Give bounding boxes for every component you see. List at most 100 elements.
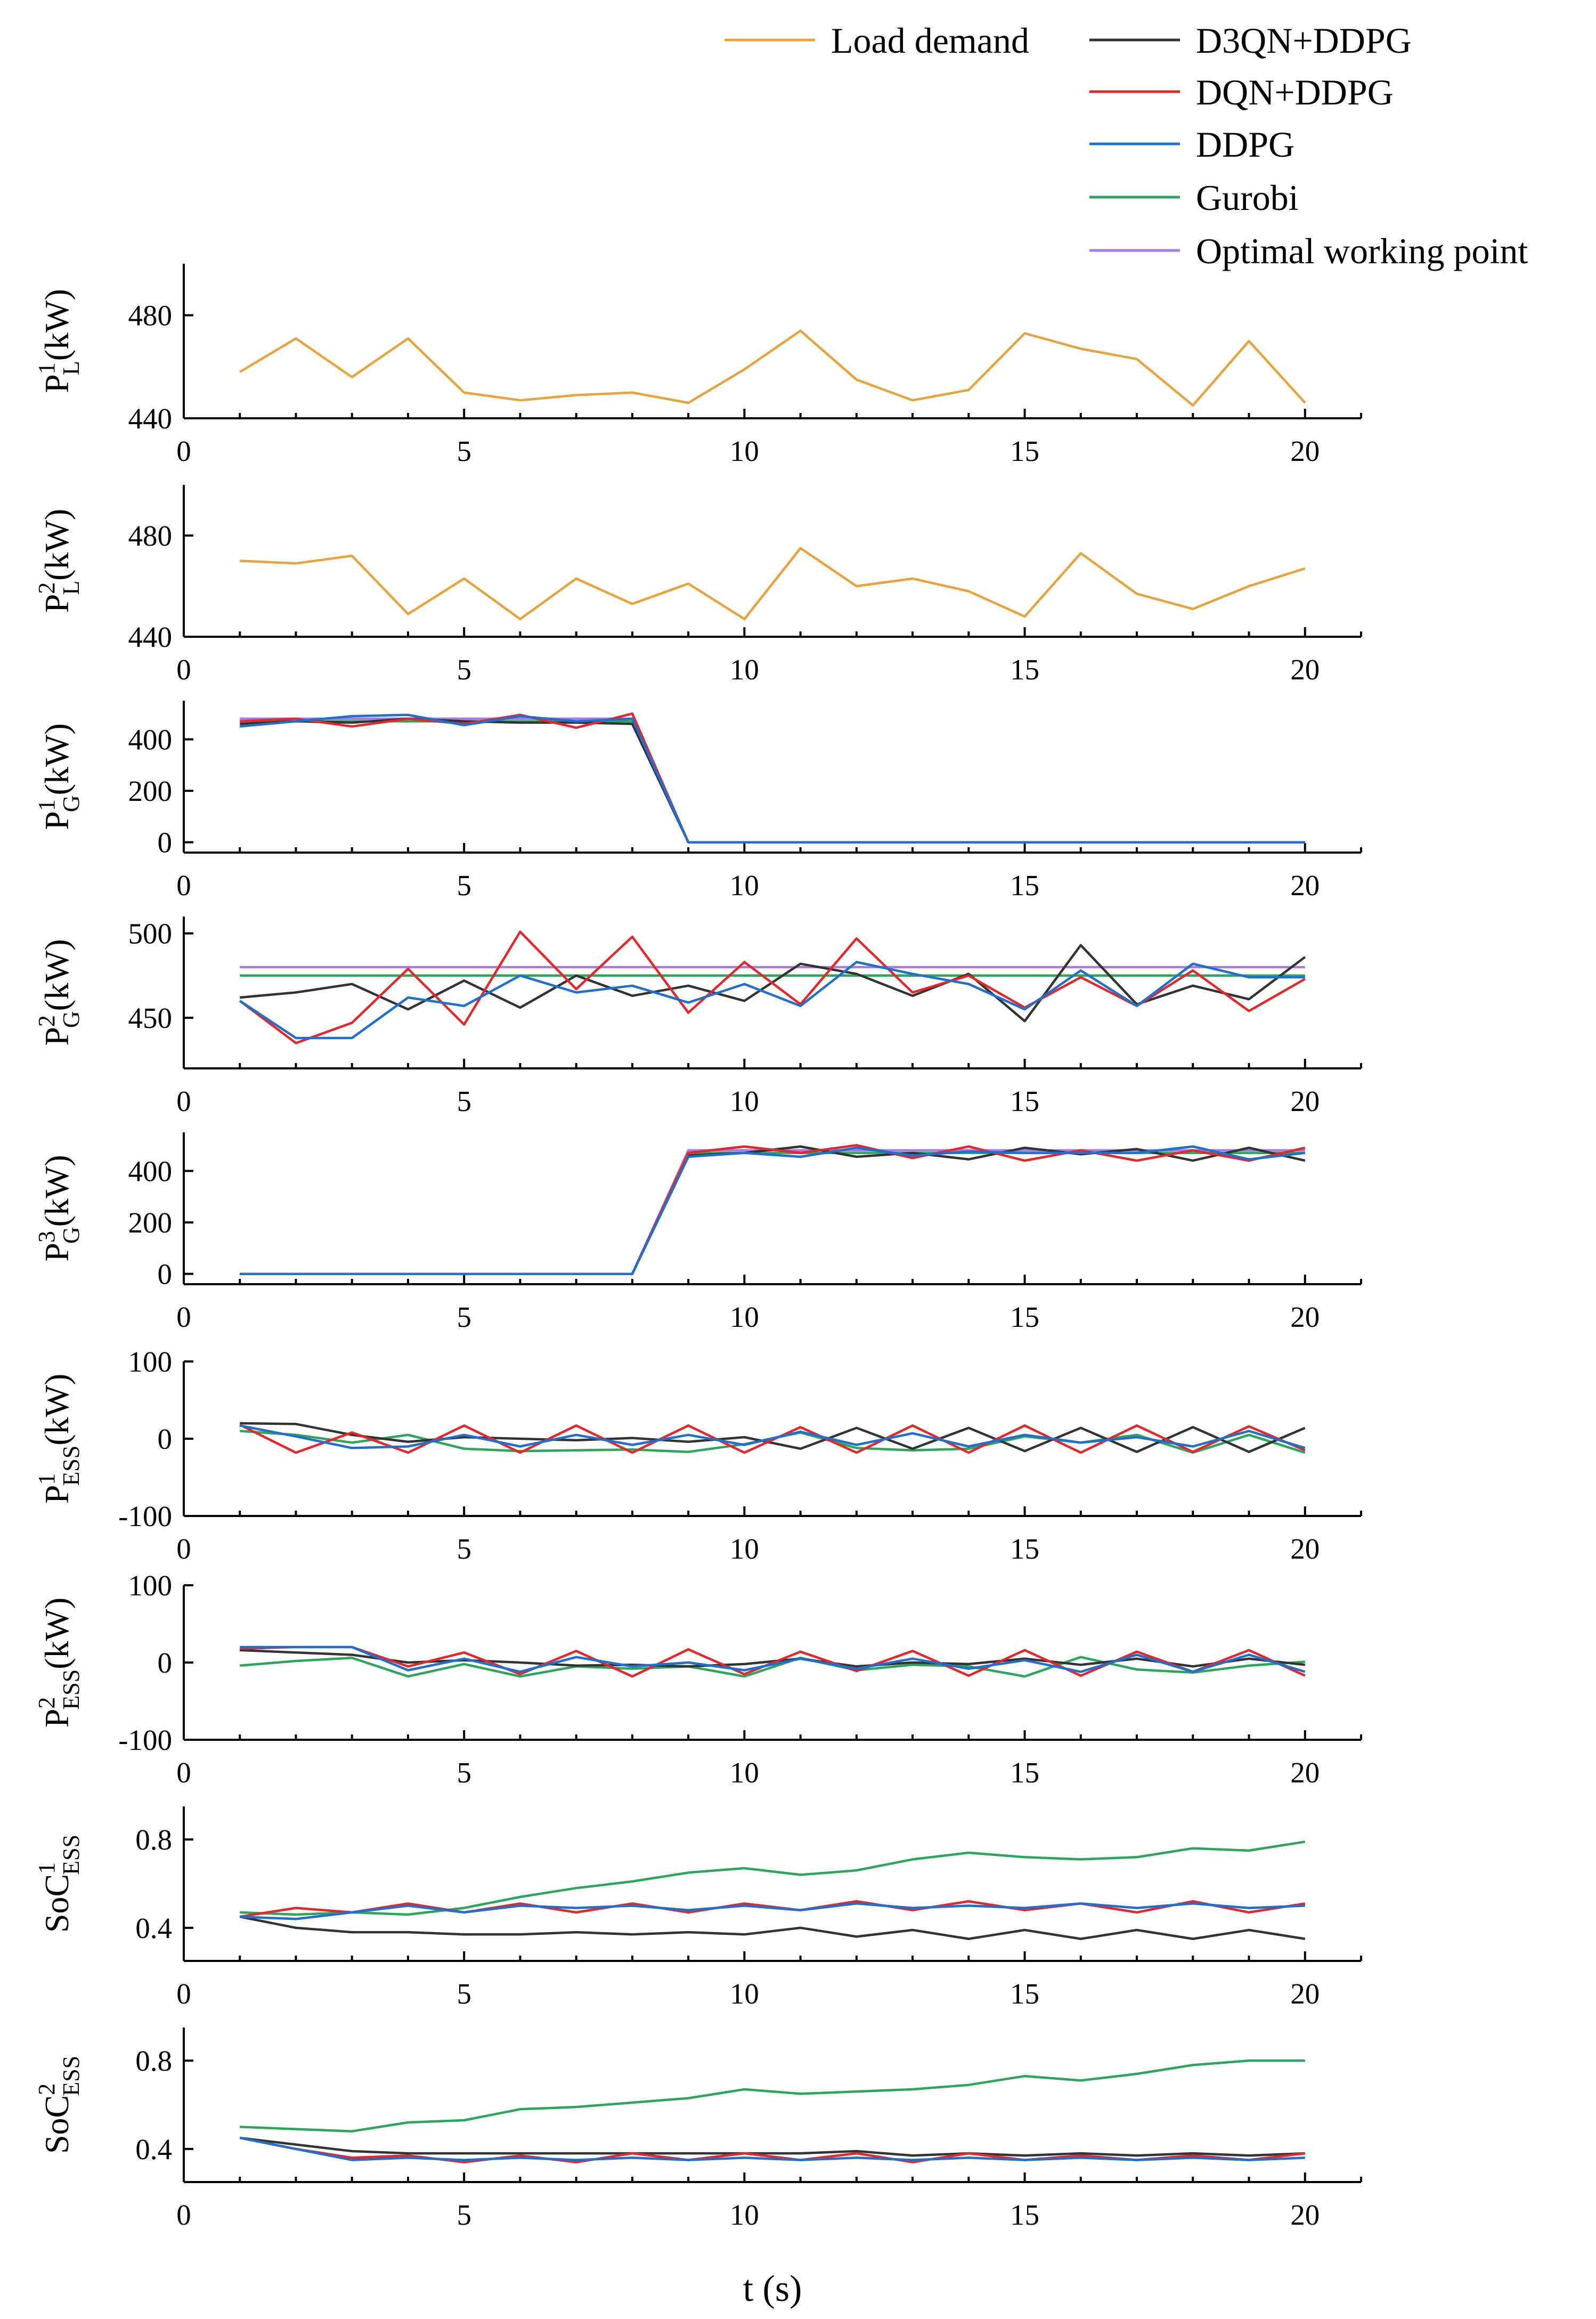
y-tick-label: 0.8	[135, 2045, 172, 2077]
x-tick-label: 10	[730, 1301, 759, 1333]
x-tick-label: 15	[1010, 653, 1039, 686]
y-axis-label: P1G(kW)	[34, 723, 84, 830]
y-tick-label: 200	[128, 1206, 173, 1239]
x-tick-label: 5	[457, 1533, 471, 1565]
y-tick-label: 450	[128, 1002, 173, 1034]
x-tick-label: 15	[1010, 435, 1039, 467]
series-line-d3qn-ddpg	[240, 1145, 1306, 1275]
x-tick-label: 15	[1010, 1533, 1039, 1565]
series-line-dqn-ddpg	[240, 1144, 1306, 1275]
y-tick-label: 440	[128, 621, 173, 653]
series-line-ddpg	[239, 961, 1305, 1040]
legend-item-dqn-ddpg: DQN+DDPG	[1089, 72, 1394, 112]
y-tick-label: 400	[128, 723, 173, 756]
series-line-dqn-ddpg	[240, 1645, 1306, 1678]
x-tick-label: 15	[1010, 1756, 1039, 1789]
series-line-d3qn-ddpg	[240, 1649, 1306, 1668]
y-axis-label: P2G(kW)	[34, 939, 84, 1045]
y-axis-label: P2ESS(kW)	[34, 1598, 84, 1728]
y-tick-label: 0	[158, 1647, 173, 1679]
x-tick-label: 5	[457, 1977, 471, 2010]
y-axis-label: P2L(kW)	[34, 509, 84, 613]
y-tick-label: 100	[128, 1569, 173, 1602]
y-tick-label: 400	[128, 1155, 173, 1187]
x-tick-label: 20	[1290, 653, 1320, 686]
legend-label-load-demand: Load demand	[831, 20, 1029, 61]
y-tick-label: 0.4	[135, 2133, 172, 2166]
series-line-gurobi	[240, 1656, 1305, 1678]
panel-soc2: 0 5 10 15 20 0.4 0.8 SoC2ESS	[34, 2028, 1362, 2231]
series-line-ddpg	[239, 2136, 1305, 2161]
legend-label-dqn-ddpg: DQN+DDPG	[1196, 72, 1394, 112]
y-axis-label: P3G(kW)	[34, 1155, 84, 1261]
x-axis-title: t (s)	[743, 2268, 802, 2309]
x-tick-label: 10	[730, 1085, 759, 1117]
x-tick-label: 15	[1010, 1977, 1039, 2010]
series-line-load-demand	[240, 547, 1306, 621]
legend-item-load-demand: Load demand	[724, 20, 1029, 61]
y-axis-label: P1L(kW)	[34, 289, 84, 393]
legend-label-optimal-working-point: Optimal working point	[1196, 231, 1528, 271]
panel-soc1: 0 5 10 15 20 0.4 0.8 SoC1ESS	[34, 1806, 1362, 2010]
y-tick-label: 0.8	[135, 1823, 172, 1856]
x-tick-label: 15	[1010, 2199, 1039, 2231]
legend-label-ddpg: DDPG	[1196, 124, 1294, 165]
x-tick-label: 5	[457, 653, 471, 686]
x-tick-label: 0	[176, 1756, 191, 1789]
x-tick-label: 5	[457, 1301, 471, 1333]
x-tick-label: 20	[1290, 1301, 1320, 1333]
x-tick-label: 10	[730, 435, 759, 467]
x-tick-label: 15	[1010, 1301, 1039, 1333]
series-line-d3qn-ddpg	[240, 1422, 1306, 1453]
series-line-dqn-ddpg	[239, 930, 1306, 1044]
y-axis-label: SoC2ESS	[34, 2056, 84, 2154]
y-tick-label: 0	[158, 826, 173, 859]
panel-pl1: 0 5 10 15 20 440 480 P1L(kW)	[34, 264, 1362, 467]
y-tick-label: 440	[128, 402, 173, 435]
x-tick-label: 0	[176, 1977, 191, 2010]
x-tick-label: 20	[1290, 1085, 1320, 1117]
y-tick-label: 480	[128, 520, 173, 552]
y-tick-label: 100	[128, 1345, 173, 1378]
series-line-d3qn-ddpg	[239, 1915, 1306, 1940]
series-line-optimal-working-point	[240, 717, 1305, 844]
x-tick-label: 0	[176, 2199, 191, 2231]
x-tick-label: 10	[730, 1977, 759, 2010]
series-line-d3qn-ddpg	[239, 2136, 1305, 2157]
x-tick-label: 20	[1290, 869, 1320, 902]
series-line-dqn-ddpg	[240, 712, 1305, 844]
legend-label-gurobi: Gurobi	[1196, 177, 1299, 218]
x-tick-label: 10	[730, 1533, 759, 1565]
y-axis-label: SoC1ESS	[34, 1835, 84, 1933]
legend-item-d3qn-ddpg: D3QN+DDPG	[1089, 20, 1412, 61]
series-line-ddpg	[239, 713, 1305, 844]
x-tick-label: 10	[730, 653, 759, 686]
x-tick-label: 10	[730, 869, 759, 902]
x-tick-label: 0	[176, 1301, 191, 1333]
x-tick-label: 15	[1010, 1085, 1039, 1117]
x-tick-label: 0	[176, 869, 191, 902]
x-tick-label: 5	[457, 1756, 471, 1789]
x-tick-label: 10	[730, 1756, 759, 1789]
x-tick-label: 20	[1290, 1756, 1320, 1789]
series-line-gurobi	[240, 1840, 1306, 1916]
x-tick-label: 20	[1290, 1533, 1320, 1565]
x-tick-label: 15	[1010, 869, 1039, 902]
x-tick-label: 0	[176, 435, 191, 467]
x-tick-label: 20	[1290, 1977, 1320, 2010]
series-line-optimal-working-point	[240, 1149, 1305, 1275]
y-tick-label: 480	[128, 299, 173, 332]
legend-item-ddpg: DDPG	[1089, 124, 1294, 165]
x-tick-label: 20	[1290, 435, 1320, 467]
x-tick-label: 5	[457, 2199, 471, 2231]
x-tick-label: 5	[457, 869, 471, 902]
legend-label-d3qn-ddpg: D3QN+DDPG	[1196, 20, 1412, 61]
y-tick-label: 0.4	[135, 1912, 172, 1944]
series-line-d3qn-ddpg	[240, 717, 1305, 844]
x-tick-label: 0	[176, 653, 191, 686]
legend-item-gurobi: Gurobi	[1089, 177, 1299, 218]
series-line-gurobi	[240, 1152, 1305, 1275]
legend-item-optimal-working-point: Optimal working point	[1089, 231, 1528, 271]
